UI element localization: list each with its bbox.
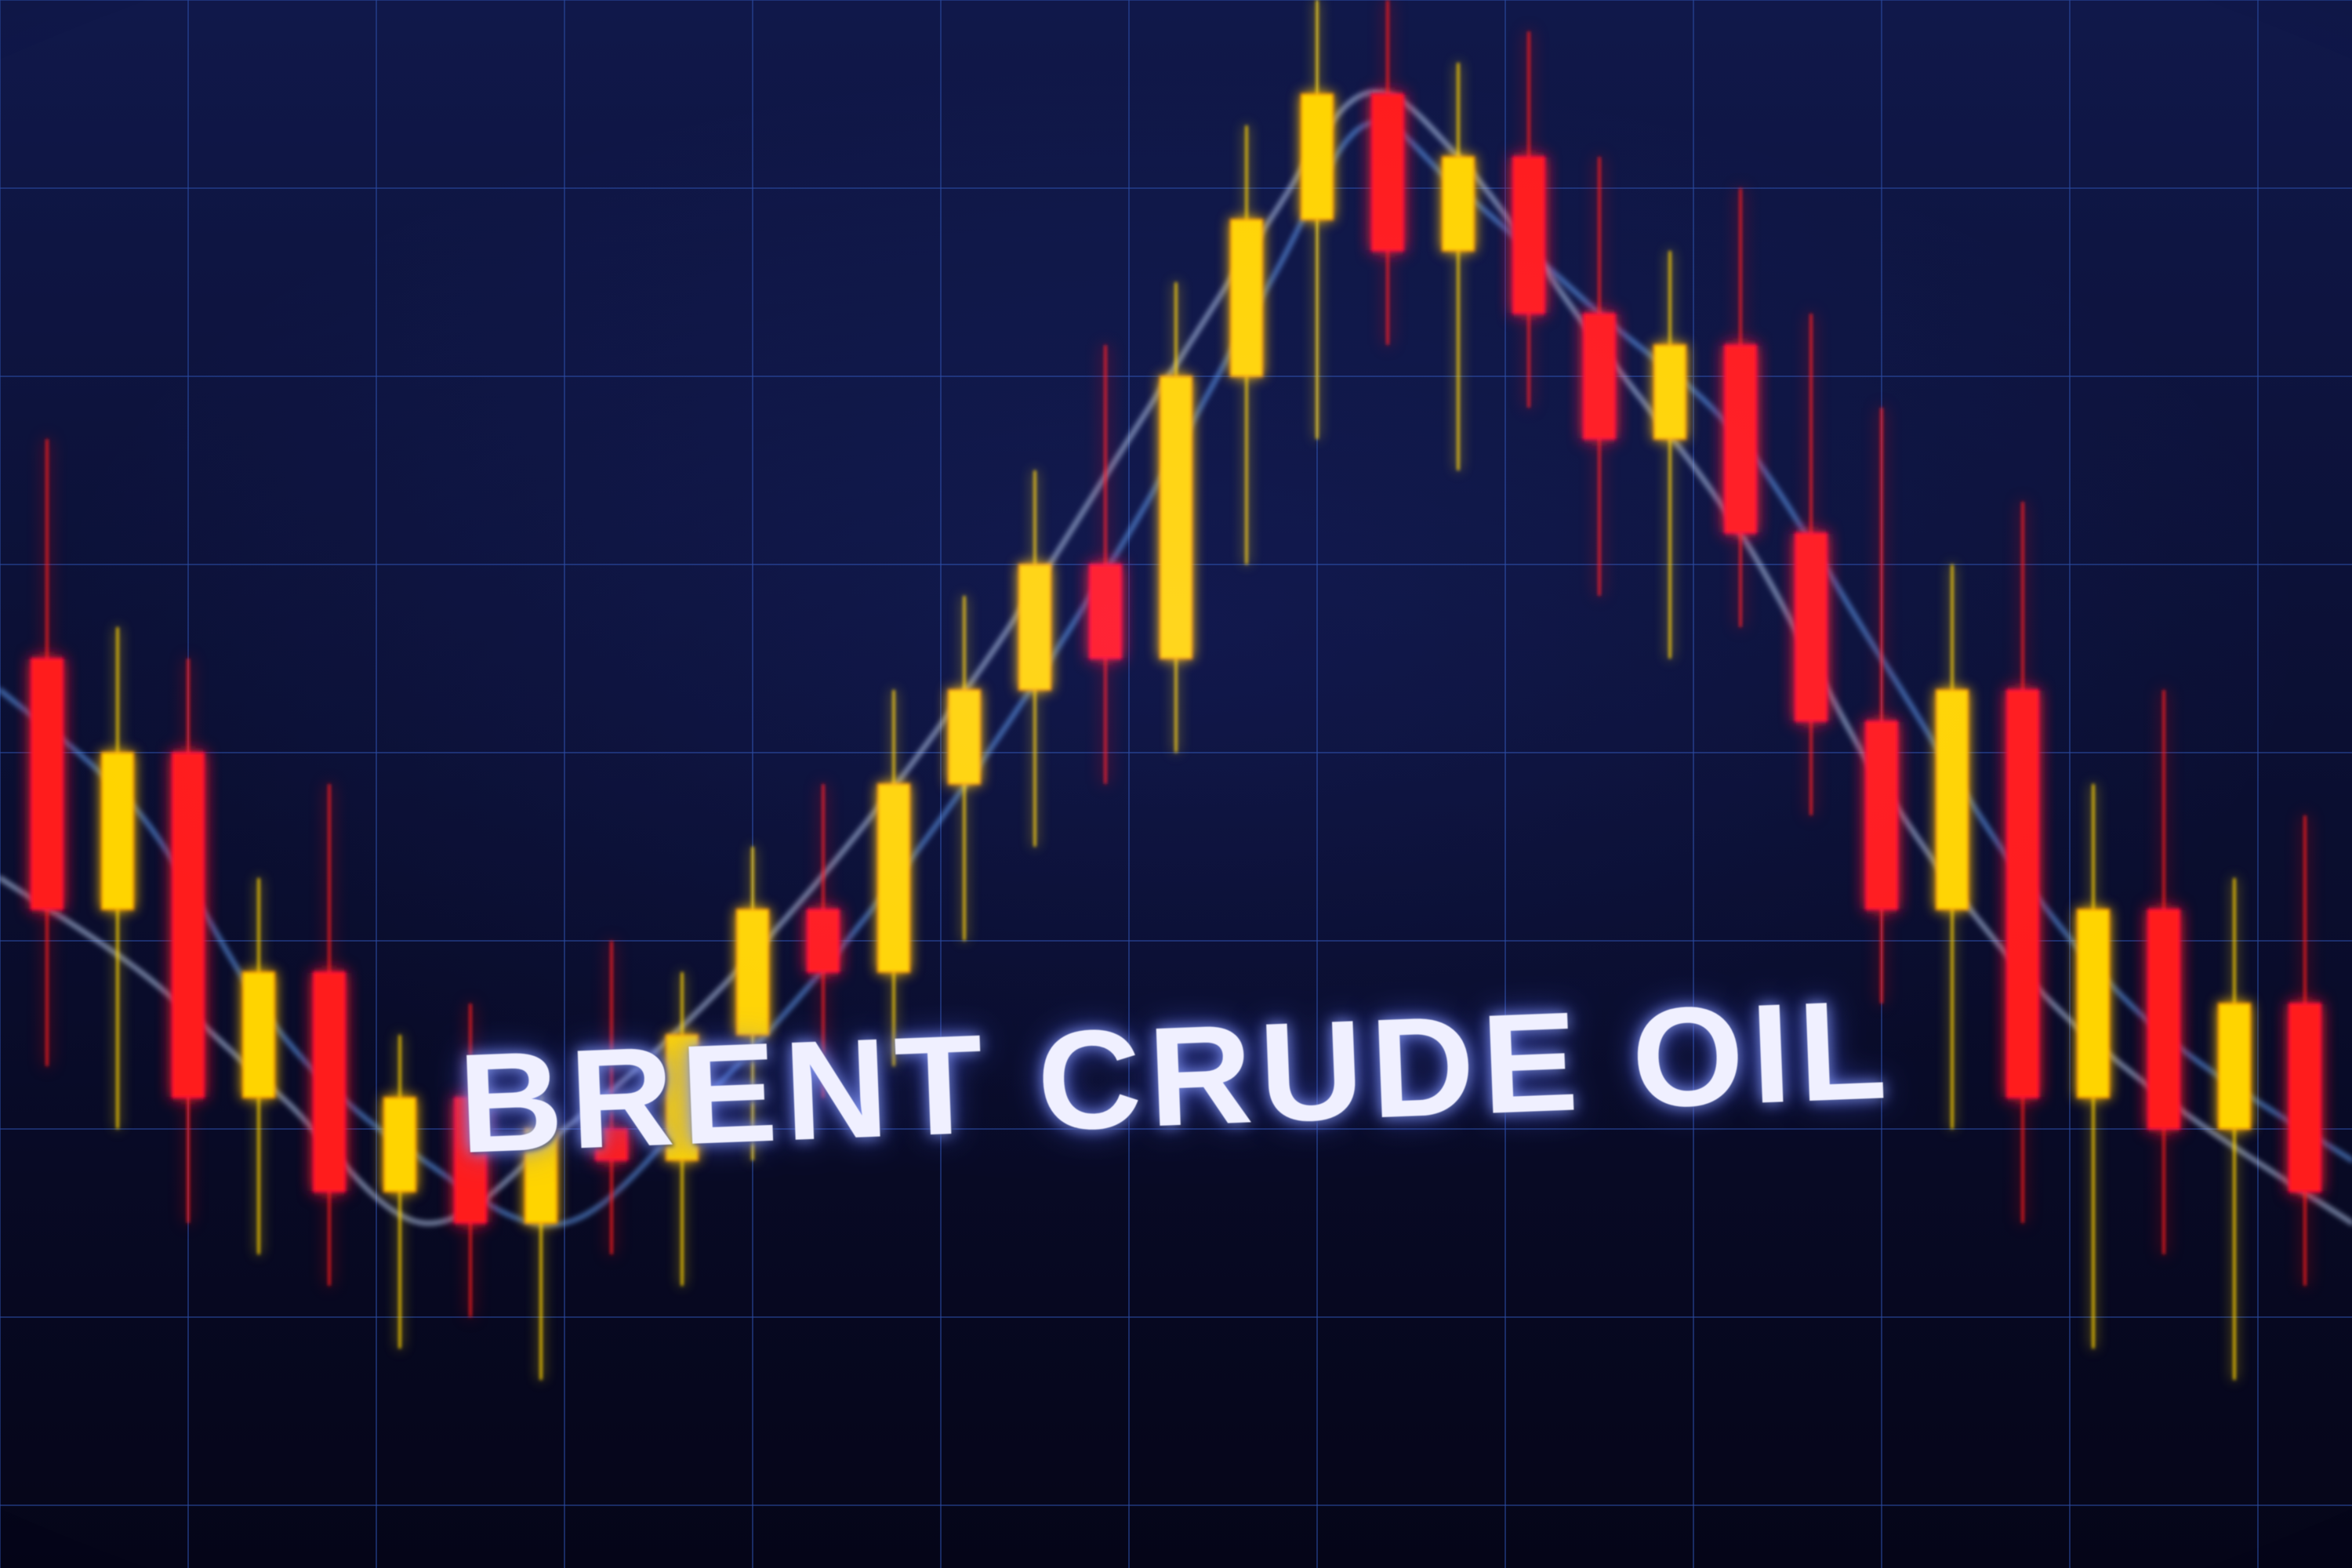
candlestick-chart — [0, 0, 2352, 1568]
chart-background — [0, 0, 2352, 1568]
chart-stage: BRENT CRUDE OIL — [0, 0, 2352, 1568]
